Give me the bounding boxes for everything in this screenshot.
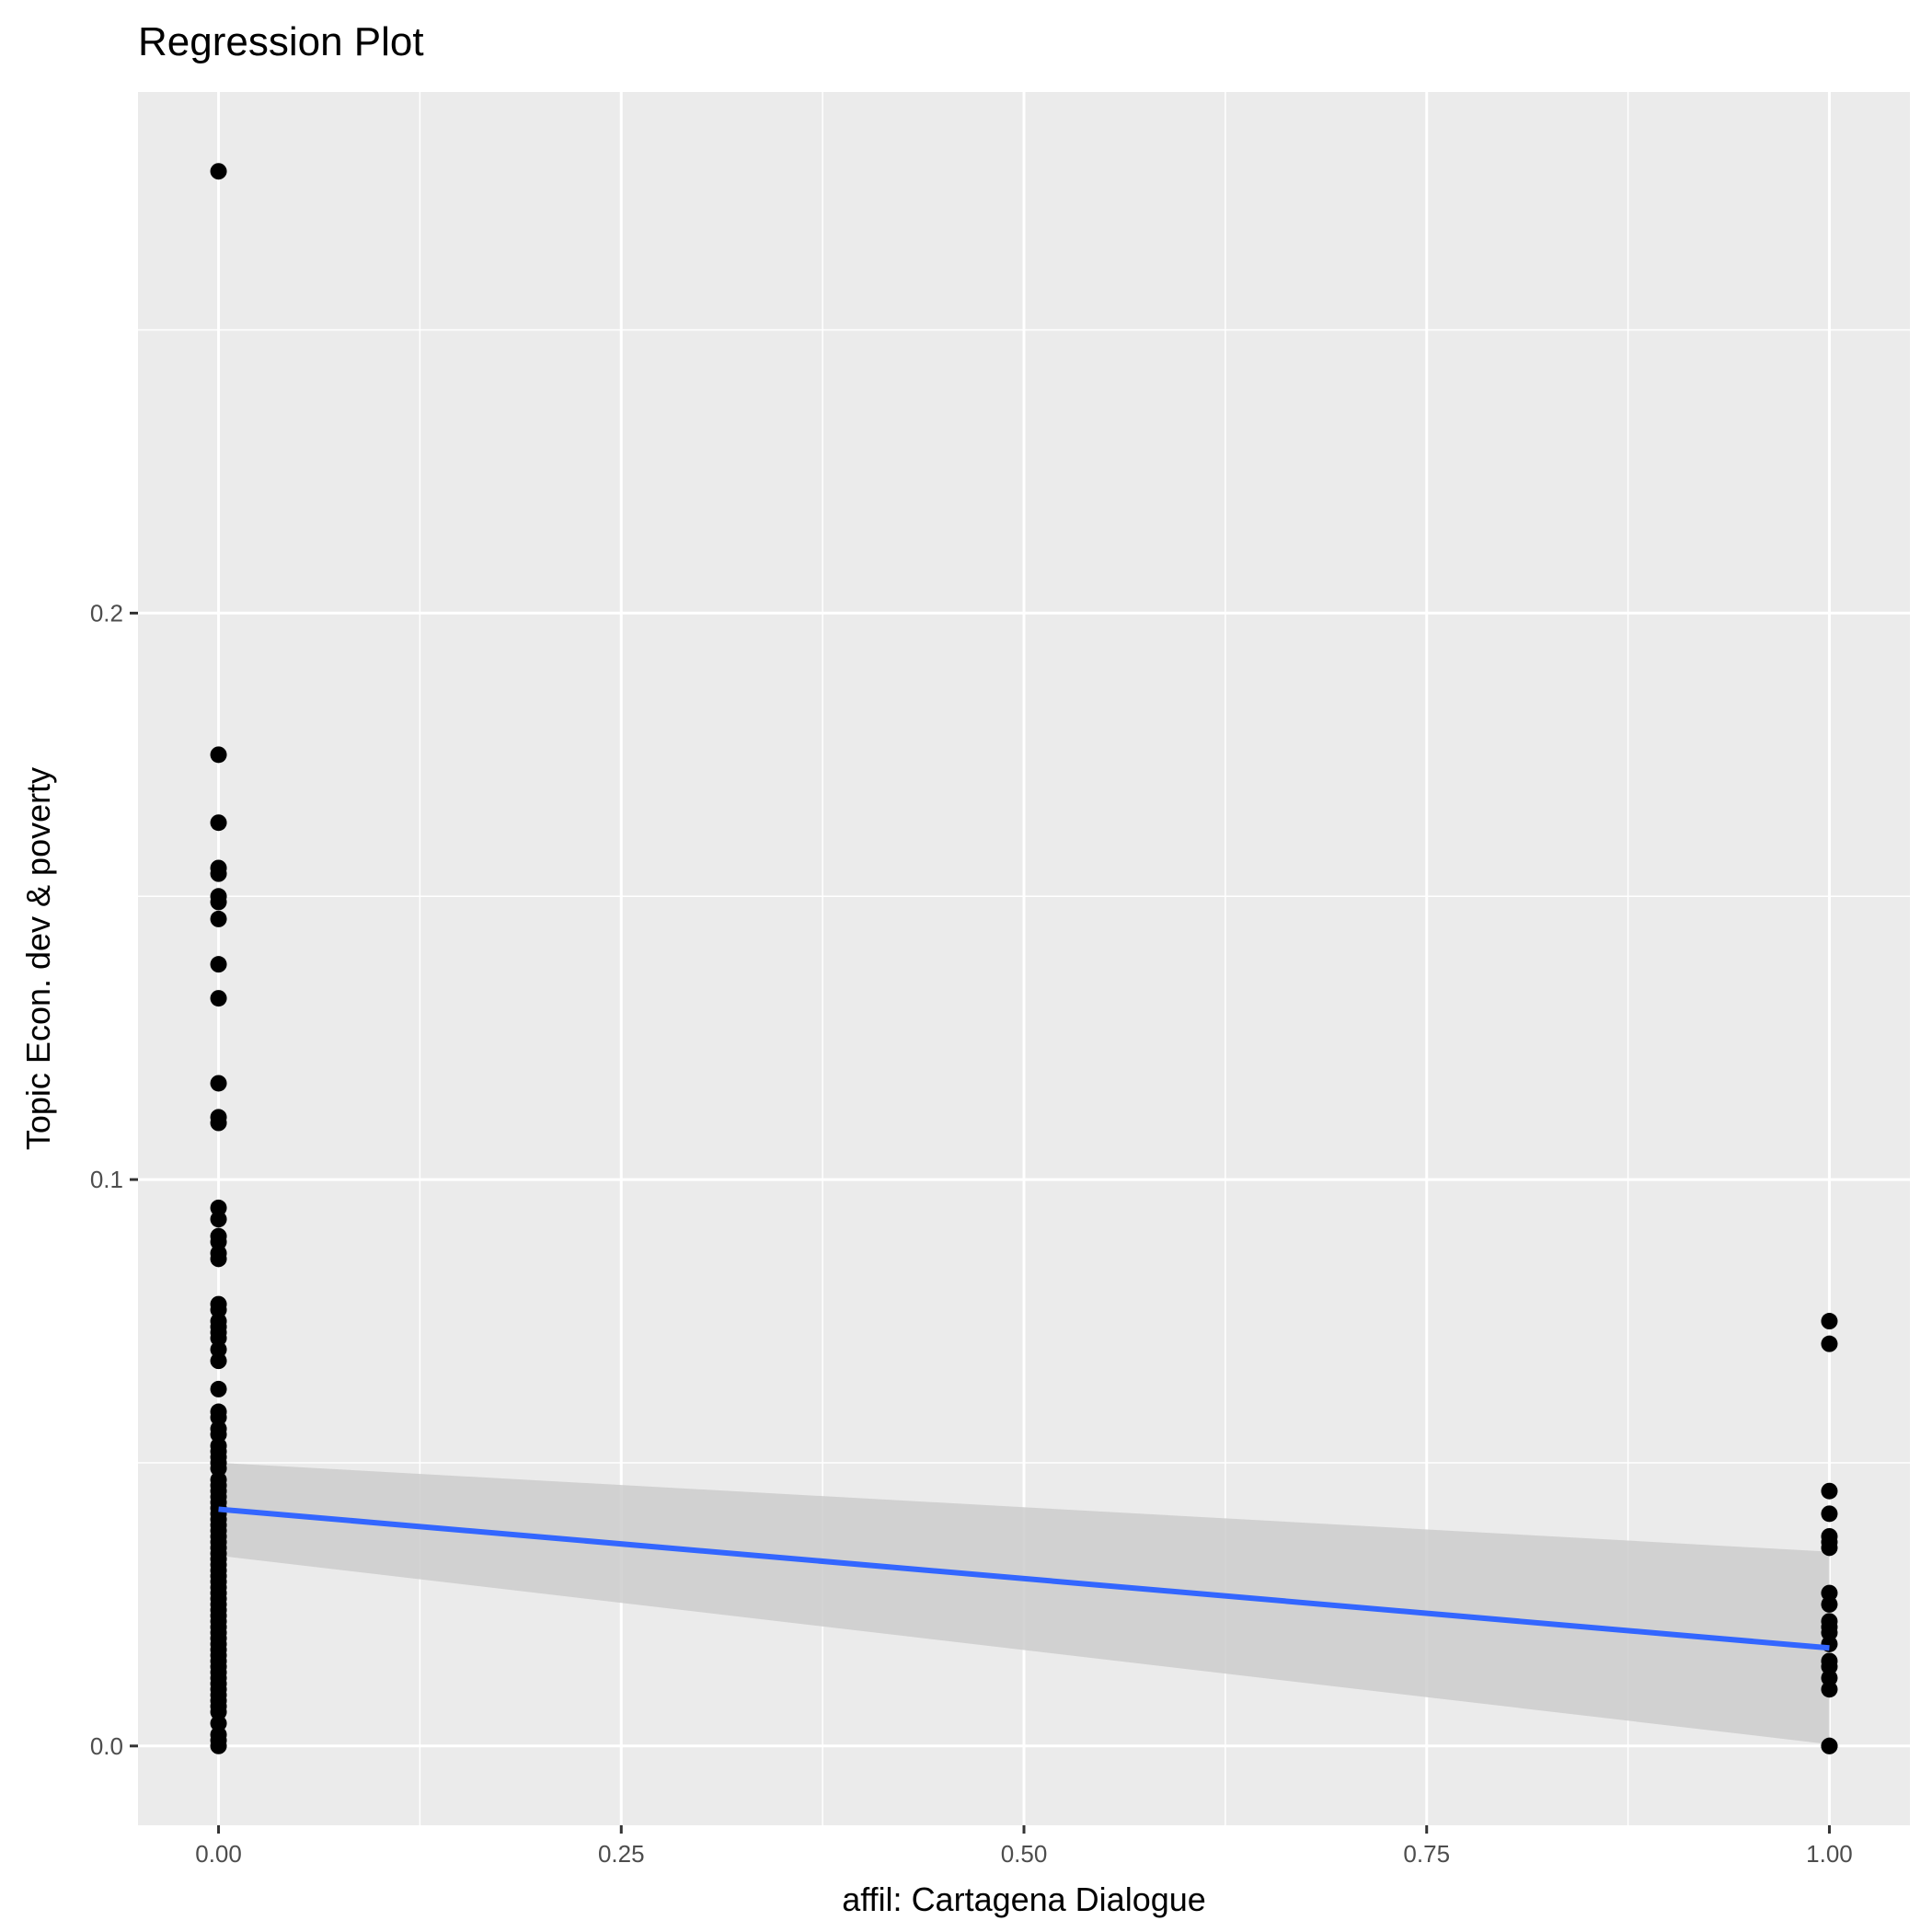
x-tick-label: 0.00 bbox=[195, 1840, 242, 1868]
confidence-band bbox=[218, 1462, 1830, 1744]
data-point bbox=[210, 1426, 227, 1443]
data-point bbox=[1821, 1658, 1838, 1675]
data-point bbox=[1821, 1624, 1838, 1641]
data-point bbox=[210, 1199, 227, 1216]
data-point bbox=[1821, 1335, 1838, 1352]
regression-line-layer bbox=[218, 1506, 1830, 1651]
data-point bbox=[1821, 1539, 1838, 1557]
chart-title: Regression Plot bbox=[138, 19, 424, 64]
data-point bbox=[210, 893, 227, 911]
confidence-band-layer bbox=[218, 1462, 1830, 1744]
data-point bbox=[210, 814, 227, 832]
data-point bbox=[1821, 1482, 1838, 1500]
regression-line bbox=[218, 1506, 1830, 1651]
data-point bbox=[210, 865, 227, 882]
x-tick-label: 1.00 bbox=[1806, 1840, 1853, 1868]
data-point bbox=[210, 1703, 227, 1720]
data-point bbox=[210, 1737, 227, 1754]
data-point bbox=[210, 1409, 227, 1426]
data-point bbox=[210, 1380, 227, 1397]
data-point bbox=[210, 1250, 227, 1268]
data-point bbox=[1821, 1669, 1838, 1686]
data-point bbox=[210, 1211, 227, 1228]
data-point bbox=[210, 1340, 227, 1358]
x-tick-label: 0.25 bbox=[598, 1840, 645, 1868]
data-point bbox=[210, 956, 227, 973]
data-point bbox=[1821, 1505, 1838, 1523]
data-point bbox=[1821, 1584, 1838, 1602]
data-point bbox=[210, 1301, 227, 1318]
y-axis: 0.0 0.1 0.2 bbox=[90, 599, 138, 1760]
data-point bbox=[1821, 1595, 1838, 1613]
y-tick-label: 0.0 bbox=[90, 1732, 123, 1760]
data-point bbox=[210, 746, 227, 764]
data-point bbox=[210, 1114, 227, 1132]
y-tick-label: 0.1 bbox=[90, 1166, 123, 1193]
data-point bbox=[1821, 1313, 1838, 1330]
data-point bbox=[210, 1715, 227, 1732]
data-point bbox=[210, 1233, 227, 1250]
data-point bbox=[1821, 1681, 1838, 1698]
x-axis-title: affil: Cartagena Dialogue bbox=[842, 1880, 1206, 1918]
y-tick-label: 0.2 bbox=[90, 599, 123, 627]
x-tick-label: 0.50 bbox=[1001, 1840, 1048, 1868]
y-axis-title: Topic Econ. dev & poverty bbox=[19, 767, 57, 1150]
data-point bbox=[210, 910, 227, 927]
data-points bbox=[210, 163, 1838, 1754]
data-point bbox=[210, 1075, 227, 1092]
x-axis: 0.00 0.25 0.50 0.75 1.00 bbox=[195, 1825, 1853, 1868]
data-point bbox=[210, 1460, 227, 1478]
data-point bbox=[210, 1329, 227, 1347]
data-point bbox=[210, 1352, 227, 1370]
x-tick-label: 0.75 bbox=[1403, 1840, 1450, 1868]
data-point bbox=[1821, 1737, 1838, 1754]
data-point bbox=[210, 163, 227, 180]
data-point bbox=[210, 990, 227, 1007]
